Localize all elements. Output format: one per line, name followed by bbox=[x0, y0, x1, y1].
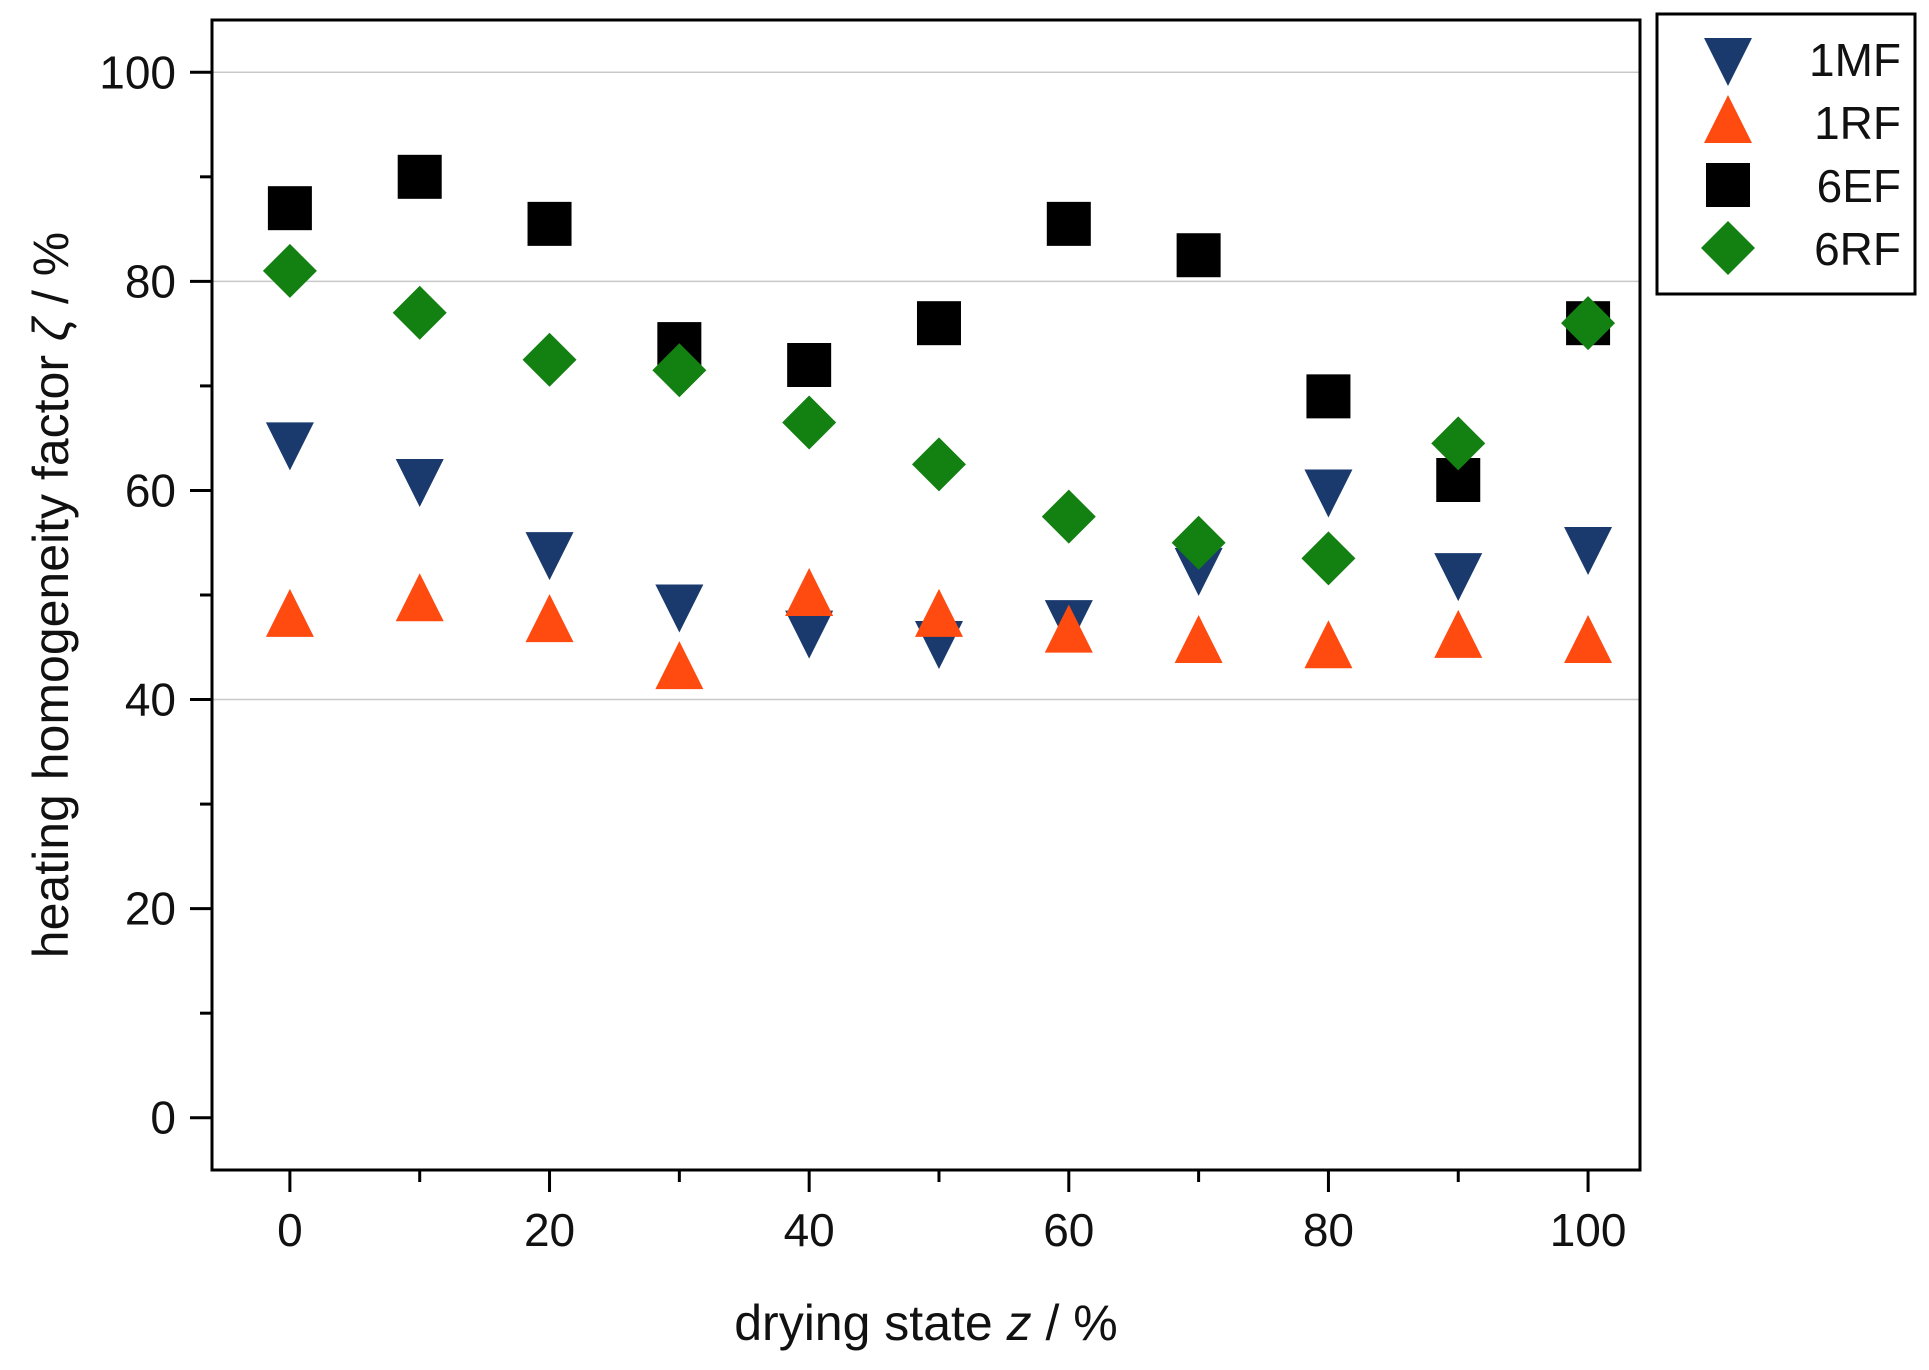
point-1MF-80 bbox=[1304, 469, 1353, 518]
point-1MF-20 bbox=[525, 532, 574, 581]
y-tick-label-100: 100 bbox=[99, 46, 176, 98]
legend-label-1MF: 1MF bbox=[1809, 34, 1901, 86]
point-6EF-80 bbox=[1306, 374, 1351, 419]
point-1MF-40 bbox=[785, 610, 834, 659]
series-6RF bbox=[262, 243, 1616, 586]
point-6RF-100 bbox=[1561, 296, 1616, 351]
point-6EF-40 bbox=[787, 343, 832, 387]
point-1RF-50 bbox=[914, 588, 963, 637]
point-1RF-10 bbox=[395, 573, 444, 622]
legend-marker-6RF bbox=[1701, 221, 1755, 275]
series-1RF bbox=[265, 568, 1613, 690]
legend-label-6EF: 6EF bbox=[1817, 160, 1901, 212]
x-axis-ticks: 0 20 40 60 80 100 bbox=[277, 1170, 1626, 1256]
legend-label-1RF: 1RF bbox=[1814, 97, 1901, 149]
point-6EF-70 bbox=[1176, 233, 1221, 278]
point-6EF-20 bbox=[527, 201, 572, 246]
point-6EF-10 bbox=[397, 154, 442, 199]
x-tick-label-40: 40 bbox=[784, 1204, 835, 1256]
point-1MF-90 bbox=[1434, 553, 1483, 602]
legend-entry-6EF: 6EF bbox=[1706, 160, 1901, 212]
point-1RF-40 bbox=[785, 568, 834, 616]
point-6EF-0 bbox=[267, 186, 312, 231]
point-1RF-100 bbox=[1564, 615, 1613, 664]
y-axis-ticks: 0 20 40 60 80 100 bbox=[99, 46, 212, 1144]
y-axis-label: heating homogeneity factor ζ / % bbox=[23, 232, 79, 958]
legend-label-6RF: 6RF bbox=[1814, 223, 1901, 275]
point-6RF-80 bbox=[1301, 531, 1356, 586]
point-1MF-0 bbox=[265, 422, 314, 471]
plot-frame bbox=[210, 18, 1642, 1172]
point-1RF-90 bbox=[1434, 609, 1483, 658]
legend-entry-1RF: 1RF bbox=[1704, 95, 1901, 149]
point-1MF-100 bbox=[1564, 526, 1613, 575]
y-tick-label-80: 80 bbox=[125, 255, 176, 307]
point-1RF-70 bbox=[1174, 615, 1223, 664]
legend-marker-1MF bbox=[1704, 38, 1752, 86]
point-6EF-60 bbox=[1046, 201, 1091, 246]
y-tick-label-60: 60 bbox=[125, 464, 176, 516]
point-6RF-10 bbox=[392, 285, 447, 340]
point-1RF-60 bbox=[1044, 604, 1093, 653]
point-1MF-30 bbox=[655, 584, 704, 633]
x-tick-label-0: 0 bbox=[277, 1204, 303, 1256]
point-1RF-80 bbox=[1304, 620, 1353, 669]
point-6RF-50 bbox=[911, 437, 966, 492]
y-tick-label-40: 40 bbox=[125, 674, 176, 726]
point-6RF-60 bbox=[1041, 489, 1096, 544]
point-1MF-70 bbox=[1174, 547, 1223, 596]
point-1RF-30 bbox=[655, 641, 704, 690]
x-tick-label-100: 100 bbox=[1550, 1204, 1627, 1256]
point-6RF-70 bbox=[1171, 515, 1226, 570]
legend-marker-1RF bbox=[1704, 95, 1752, 143]
legend-marker-6EF bbox=[1706, 163, 1750, 207]
legend-frame bbox=[1655, 12, 1917, 296]
point-1RF-0 bbox=[265, 588, 314, 637]
point-1RF-20 bbox=[525, 594, 574, 643]
point-6RF-30 bbox=[652, 343, 707, 398]
data-points bbox=[262, 154, 1616, 690]
point-6EF-50 bbox=[916, 301, 961, 346]
legend-entry-1MF: 1MF bbox=[1704, 34, 1901, 86]
x-tick-label-80: 80 bbox=[1303, 1204, 1354, 1256]
x-tick-label-60: 60 bbox=[1043, 1204, 1094, 1256]
legend: 1MF 1RF 6EF 6RF bbox=[1655, 12, 1917, 296]
point-6RF-90 bbox=[1431, 416, 1486, 471]
x-axis-label: drying state z / % bbox=[734, 1295, 1118, 1351]
x-tick-label-20: 20 bbox=[524, 1204, 575, 1256]
point-1MF-10 bbox=[395, 459, 444, 507]
point-6RF-40 bbox=[782, 395, 837, 450]
grid-lines bbox=[212, 71, 1640, 701]
point-6RF-0 bbox=[262, 243, 317, 298]
y-tick-label-0: 0 bbox=[150, 1092, 176, 1144]
y-tick-label-20: 20 bbox=[125, 883, 176, 935]
point-6RF-20 bbox=[522, 332, 577, 387]
legend-entry-6RF: 6RF bbox=[1701, 221, 1901, 275]
